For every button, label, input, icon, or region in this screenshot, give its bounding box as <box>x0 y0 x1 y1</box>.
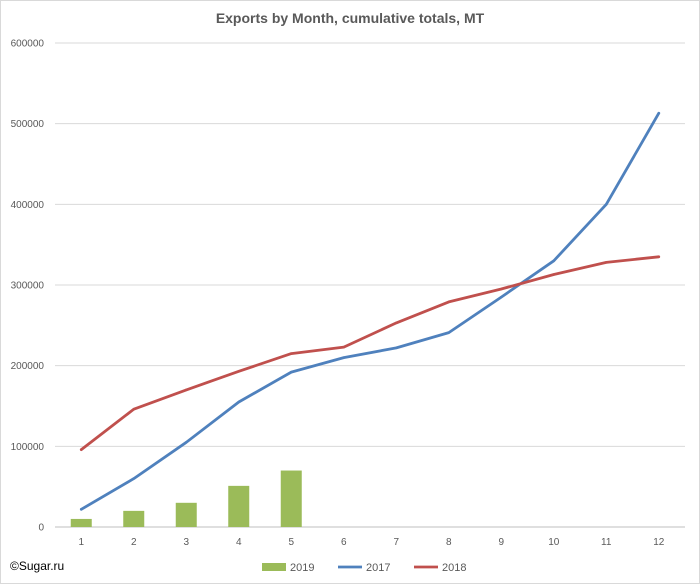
y-tick-label: 500000 <box>11 119 45 130</box>
legend-label-2017: 2017 <box>366 562 390 574</box>
x-axis-ticks: 1 2 3 4 5 6 7 8 9 10 11 12 <box>78 537 664 548</box>
x-tick-label: 5 <box>288 537 294 548</box>
bar-2019 <box>123 510 145 527</box>
credit-text: ©Sugar.ru <box>10 559 65 573</box>
point-2018 <box>552 273 555 276</box>
x-tick-label: 6 <box>341 537 347 548</box>
point-2017 <box>395 346 398 350</box>
x-tick-label: 7 <box>393 537 399 548</box>
line-2017 <box>79 111 661 511</box>
legend-swatch-2019 <box>262 563 286 571</box>
bar-2019 <box>70 518 92 527</box>
point-2017 <box>290 370 293 374</box>
point-2018 <box>395 321 398 325</box>
legend-label-2019: 2019 <box>290 562 314 574</box>
point-2018 <box>237 370 240 373</box>
x-tick-label: 11 <box>601 537 612 548</box>
y-tick-label: 300000 <box>11 281 45 292</box>
point-2017 <box>342 356 345 359</box>
point-2018 <box>447 300 450 304</box>
grid-lines <box>55 42 685 528</box>
point-2017 <box>500 295 503 299</box>
bar-2019 <box>228 485 250 527</box>
point-2018 <box>290 352 293 355</box>
point-2018 <box>605 261 608 264</box>
point-2018 <box>500 287 503 291</box>
point-2017 <box>657 111 660 115</box>
point-2017 <box>552 259 555 262</box>
x-tick-label: 8 <box>446 537 452 548</box>
y-tick-label: 400000 <box>11 200 45 211</box>
line-series <box>79 111 661 511</box>
point-2017 <box>132 477 135 480</box>
point-2018 <box>80 448 83 451</box>
x-tick-label: 2 <box>131 537 137 548</box>
y-tick-label: 0 <box>38 523 44 534</box>
point-2017 <box>237 400 240 404</box>
y-tick-label: 100000 <box>11 442 45 453</box>
chart-title: Exports by Month, cumulative totals, MT <box>215 10 485 26</box>
line-2018 <box>79 255 661 452</box>
point-2018 <box>185 388 188 392</box>
x-tick-label: 3 <box>183 537 189 548</box>
bar-2019 <box>175 502 197 527</box>
x-tick-label: 4 <box>236 537 242 548</box>
bar-2019 <box>280 470 302 527</box>
y-axis-ticks: 0 100000 200000 300000 400000 500000 600000 <box>11 39 45 534</box>
point-2017 <box>185 441 188 444</box>
point-2017 <box>80 508 83 511</box>
point-2017 <box>447 331 450 334</box>
legend-label-2018: 2018 <box>442 562 466 574</box>
y-tick-label: 200000 <box>11 361 45 372</box>
y-tick-label: 600000 <box>11 39 45 50</box>
point-2018 <box>342 345 345 349</box>
point-2017 <box>605 203 608 206</box>
x-tick-label: 9 <box>498 537 504 548</box>
x-tick-label: 1 <box>78 537 84 548</box>
point-2018 <box>132 408 135 411</box>
point-2018 <box>657 255 660 258</box>
x-tick-label: 12 <box>653 537 665 548</box>
x-tick-label: 10 <box>548 537 560 548</box>
legend: 2019 2017 2018 <box>262 562 466 574</box>
bar-series <box>70 470 302 527</box>
